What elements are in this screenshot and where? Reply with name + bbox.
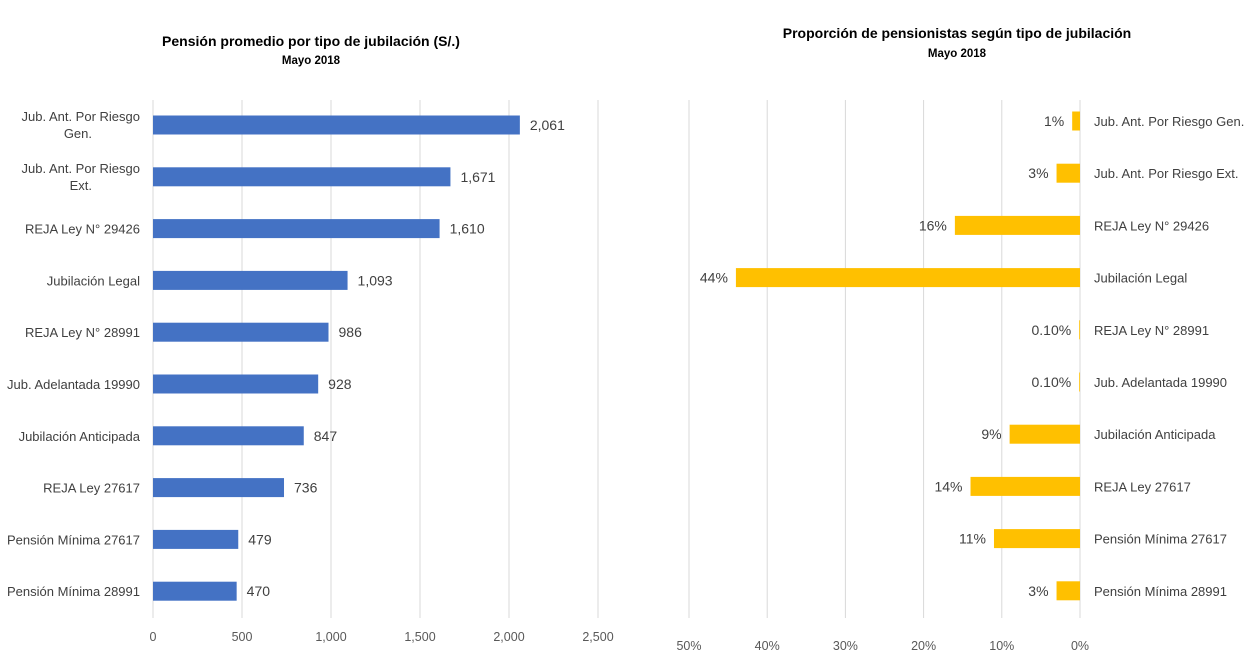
right-bar	[993, 529, 1080, 549]
right-chart-subtitle: Mayo 2018	[928, 48, 987, 60]
right-bar	[1056, 581, 1080, 601]
right-x-tick-label: 20%	[911, 639, 936, 653]
right-data-label: 44%	[700, 270, 728, 286]
left-category-label: REJA Ley N° 29426	[25, 222, 140, 237]
right-bar	[954, 215, 1080, 235]
right-bar	[1009, 424, 1080, 444]
left-data-label: 847	[314, 428, 338, 444]
right-category-label: REJA Ley 27617	[1094, 479, 1191, 494]
right-data-label: 3%	[1028, 583, 1048, 599]
left-bar	[153, 374, 319, 394]
left-data-label: 1,610	[450, 221, 485, 237]
left-bar	[153, 478, 285, 498]
left-category-label: Ext.	[70, 178, 92, 193]
right-data-label: 0.10%	[1032, 374, 1072, 390]
right-bar	[1079, 320, 1080, 340]
left-bar	[153, 322, 329, 342]
left-category-label: Jub. Ant. Por Riesgo	[21, 161, 140, 176]
left-category-label: Jub. Ant. Por Riesgo	[21, 109, 140, 124]
right-bar	[1072, 111, 1080, 131]
left-data-label: 2,061	[530, 117, 565, 133]
left-x-tick-label: 1,000	[315, 630, 346, 644]
right-chart-title: Proporción de pensionistas según tipo de…	[783, 25, 1131, 41]
right-x-tick-label: 30%	[833, 639, 858, 653]
left-category-label: Jubilación Legal	[47, 273, 140, 288]
right-bar	[1079, 372, 1080, 392]
left-chart-title: Pensión promedio por tipo de jubilación …	[162, 33, 460, 49]
right-category-label: Jub. Adelantada 19990	[1094, 375, 1227, 390]
left-data-label: 1,093	[358, 272, 393, 288]
left-category-label: Jub. Adelantada 19990	[7, 377, 140, 392]
left-category-label: Jubilación Anticipada	[19, 429, 141, 444]
left-category-label: Pensión Mínima 27617	[7, 532, 140, 547]
right-category-label: Jubilación Legal	[1094, 271, 1187, 286]
left-category-label: REJA Ley 27617	[43, 481, 140, 496]
right-bar	[735, 268, 1080, 288]
left-data-label: 479	[248, 531, 272, 547]
left-data-label: 928	[328, 376, 352, 392]
left-x-tick-label: 2,500	[582, 630, 613, 644]
right-category-label: Pensión Mínima 27617	[1094, 532, 1227, 547]
left-bar	[153, 529, 239, 549]
right-data-label: 16%	[919, 217, 947, 233]
left-category-label: Pensión Mínima 28991	[7, 584, 140, 599]
right-category-label: Jubilación Anticipada	[1094, 427, 1216, 442]
right-bar	[1056, 163, 1080, 183]
right-bar	[970, 476, 1080, 496]
right-x-tick-label: 10%	[989, 639, 1014, 653]
right-category-label: Pensión Mínima 28991	[1094, 584, 1227, 599]
left-x-tick-label: 2,000	[493, 630, 524, 644]
left-bar	[153, 426, 304, 446]
left-x-tick-label: 1,500	[404, 630, 435, 644]
right-data-label: 9%	[981, 426, 1001, 442]
left-x-tick-label: 500	[232, 630, 253, 644]
right-category-label: REJA Ley N° 28991	[1094, 323, 1209, 338]
left-chart-subtitle: Mayo 2018	[282, 55, 341, 67]
left-category-label: REJA Ley N° 28991	[25, 325, 140, 340]
right-category-label: REJA Ley N° 29426	[1094, 218, 1209, 233]
right-category-label: Jub. Ant. Por Riesgo Ext.	[1094, 166, 1239, 181]
right-data-label: 3%	[1028, 165, 1048, 181]
left-bar	[153, 115, 520, 135]
left-data-label: 1,671	[460, 169, 495, 185]
left-bar	[153, 167, 451, 187]
left-bar	[153, 270, 348, 290]
left-bar	[153, 581, 237, 601]
left-data-label: 986	[339, 324, 363, 340]
right-x-tick-label: 50%	[676, 639, 701, 653]
right-x-tick-label: 40%	[755, 639, 780, 653]
right-category-label: Jub. Ant. Por Riesgo Gen.	[1094, 114, 1244, 129]
right-data-label: 1%	[1044, 113, 1064, 129]
left-bar	[153, 219, 440, 239]
left-data-label: 470	[247, 583, 271, 599]
left-category-label: Gen.	[64, 126, 92, 141]
right-x-tick-label: 0%	[1071, 639, 1089, 653]
left-x-tick-label: 0	[150, 630, 157, 644]
left-data-label: 736	[294, 480, 318, 496]
right-data-label: 14%	[934, 478, 962, 494]
right-data-label: 11%	[959, 531, 986, 547]
right-data-label: 0.10%	[1032, 322, 1072, 338]
